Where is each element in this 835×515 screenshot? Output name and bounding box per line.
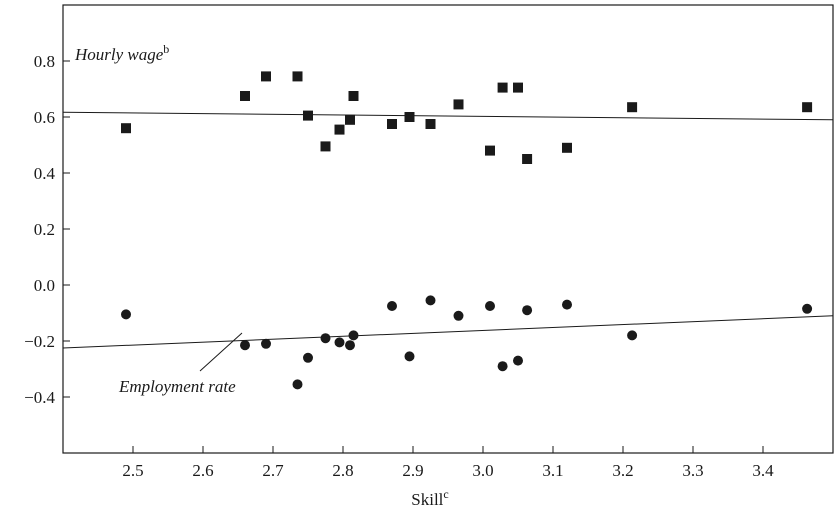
employment-rate-point [303, 352, 313, 363]
employment-rate-point [562, 299, 572, 310]
hourly-wage-fit-line [62, 111, 834, 121]
employment-rate-point [522, 305, 533, 316]
hourly-wage-label: Hourly wageb [74, 42, 169, 64]
employment-rate-point [334, 337, 345, 348]
x-tick-label: 2.7 [262, 461, 284, 480]
x-tick-label: 2.8 [332, 461, 353, 480]
hourly-wage-point [453, 99, 464, 110]
x-axis-title: Skillc [411, 487, 448, 509]
employment-rate-point [348, 330, 359, 341]
hourly-wage-point [387, 119, 397, 129]
x-tick-label: 3.0 [472, 461, 493, 480]
employment-rate-point [425, 295, 436, 306]
employment-rate-point [240, 340, 250, 351]
data-marks [121, 71, 813, 390]
hourly-wage-point [121, 123, 131, 134]
employment-rate-point [513, 355, 523, 366]
x-tick-label: 3.1 [542, 461, 563, 480]
hourly-wage-point [292, 71, 303, 82]
hourly-wage-point [485, 145, 495, 156]
hourly-wage-point [513, 82, 523, 93]
x-axis-title-text: Skill [411, 490, 443, 509]
hourly-wage-point [240, 91, 250, 101]
x-tick-label: 2.9 [402, 461, 423, 480]
y-tick-label: −0.2 [24, 332, 55, 351]
employment-rate-label: Employment rate [118, 377, 236, 396]
employment-rate-point [453, 310, 464, 321]
x-tick-label: 2.6 [192, 461, 213, 480]
employment-rate-point [485, 301, 495, 311]
y-tick-label: 0.8 [34, 52, 55, 71]
hourly-wage-point [303, 110, 313, 121]
x-axis-title-superscript: c [443, 487, 448, 501]
employment-rate-point [320, 333, 331, 344]
employment-rate-point [121, 309, 131, 320]
hourly-wage-point [627, 102, 638, 113]
hourly-wage-point [522, 154, 533, 164]
employment-rate-leader-line [199, 332, 243, 372]
hourly-wage-point [425, 119, 436, 129]
hourly-wage-point [320, 141, 331, 152]
employment-rate-point [627, 330, 638, 341]
employment-rate-point [802, 303, 813, 314]
hourly-wage-point [404, 112, 415, 122]
x-axis: 2.5 2.6 2.7 2.8 2.9 3.0 3.1 3.2 3.3 3.4 [122, 446, 774, 480]
employment-rate-point [261, 338, 271, 349]
employment-rate-point [345, 340, 355, 351]
y-tick-label: 0.2 [34, 220, 55, 239]
hourly-wage-point [261, 71, 271, 82]
hourly-wage-point [562, 142, 572, 153]
x-tick-label: 2.5 [122, 461, 143, 480]
employment-rate-point [497, 361, 508, 372]
fit-lines [62, 111, 834, 349]
hourly-wage-point [345, 114, 355, 125]
y-tick-label: 0.4 [34, 164, 56, 183]
y-tick-label: 0.0 [34, 276, 55, 295]
annotations: Hourly wageb Employment rate [74, 42, 243, 396]
hourly-wage-point [802, 102, 813, 113]
y-tick-label: −0.4 [24, 388, 55, 407]
hourly-wage-label-superscript: b [163, 42, 169, 56]
employment-rate-point [292, 379, 303, 390]
employment-rate-point [387, 301, 397, 311]
employment-rate-fit-line [62, 315, 834, 349]
x-tick-label: 3.4 [752, 461, 774, 480]
x-tick-label: 3.2 [612, 461, 633, 480]
y-tick-label: 0.6 [34, 108, 55, 127]
hourly-wage-label-text: Hourly wage [74, 45, 164, 64]
employment-rate-point [404, 351, 415, 362]
hourly-wage-point [348, 91, 359, 101]
hourly-wage-point [334, 124, 345, 135]
hourly-wage-point [497, 82, 508, 93]
y-axis: −0.4 −0.2 0.0 0.2 0.4 0.6 0.8 [24, 52, 70, 407]
x-tick-label: 3.3 [682, 461, 703, 480]
